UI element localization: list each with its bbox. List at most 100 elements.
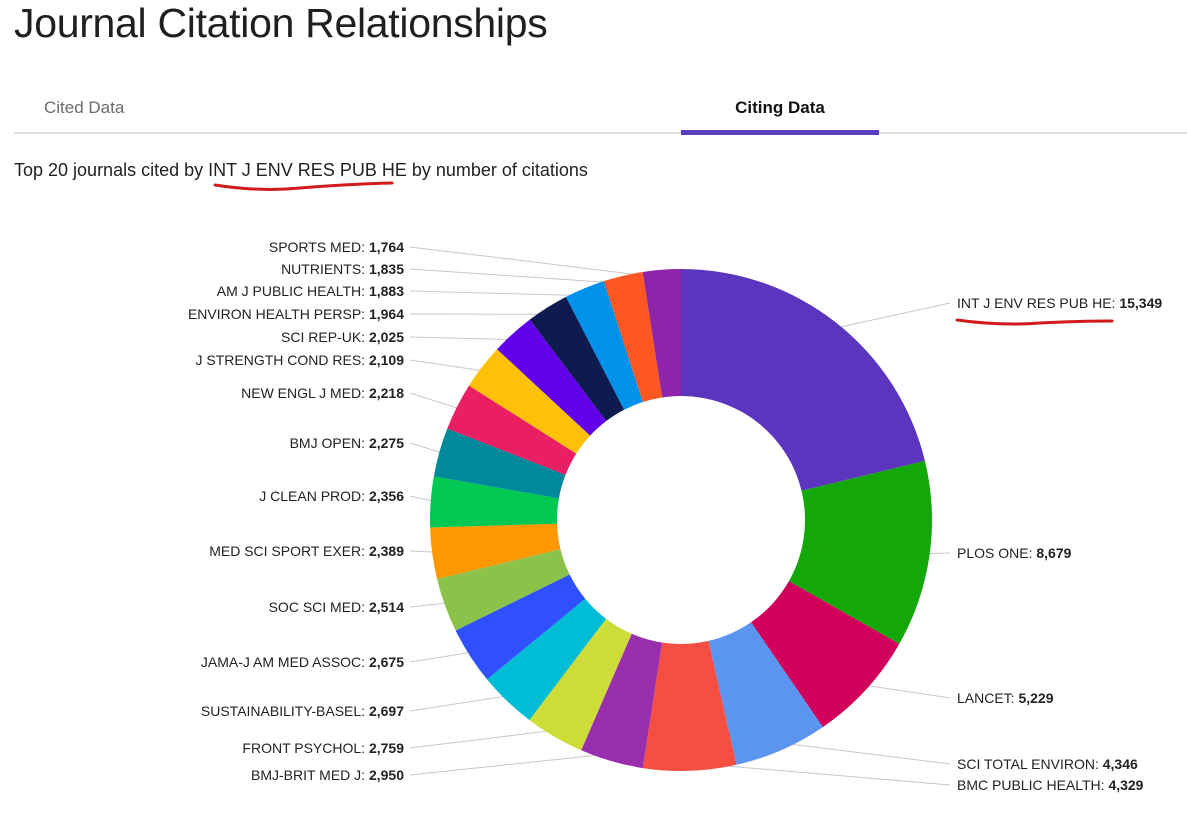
slice-label-value: 2,218 bbox=[369, 385, 404, 401]
slice-label: BMJ-BRIT MED J: 2,950 bbox=[251, 767, 404, 783]
slice-label-name: BMJ OPEN: bbox=[290, 435, 369, 451]
subtitle-suffix: by number of citations bbox=[406, 160, 588, 180]
leader-line bbox=[409, 392, 465, 411]
slice-front-psychol[interactable] bbox=[529, 618, 632, 751]
slice-label: AM J PUBLIC HEALTH: 1,883 bbox=[217, 283, 404, 299]
slice-nutrients[interactable] bbox=[603, 271, 663, 403]
slice-label-name: SCI TOTAL ENVIRON: bbox=[957, 756, 1103, 772]
leader-line bbox=[409, 268, 625, 285]
slice-label: SCI TOTAL ENVIRON: 4,346 bbox=[957, 756, 1138, 772]
slice-label: JAMA-J AM MED ASSOC: 2,675 bbox=[201, 654, 404, 670]
subtitle-prefix: Top 20 journals cited by bbox=[14, 160, 209, 180]
slice-label-name: INT J ENV RES PUB HE: bbox=[957, 295, 1119, 311]
slice-label-value: 1,835 bbox=[369, 261, 404, 277]
leader-line bbox=[778, 742, 951, 765]
leader-line bbox=[831, 302, 951, 330]
slice-label-value: 4,329 bbox=[1108, 777, 1143, 793]
slice-label: SUSTAINABILITY-BASEL: 2,697 bbox=[201, 703, 404, 719]
slice-jama-j-am-med-assoc[interactable] bbox=[455, 574, 586, 680]
slice-label-value: 2,759 bbox=[369, 740, 404, 756]
slice-label-value: 2,514 bbox=[369, 599, 404, 615]
slice-med-sci-sport-exer[interactable] bbox=[430, 523, 561, 579]
slice-label-value: 4,346 bbox=[1103, 756, 1138, 772]
slice-j-strength-cond-res[interactable] bbox=[469, 349, 591, 454]
slice-label: BMJ OPEN: 2,275 bbox=[290, 435, 405, 451]
slice-label-name: SUSTAINABILITY-BASEL: bbox=[201, 703, 369, 719]
slice-label-name: BMJ-BRIT MED J: bbox=[251, 767, 369, 783]
slice-bmj-brit-med-j[interactable] bbox=[581, 633, 663, 769]
annotation-underline bbox=[213, 181, 394, 191]
slice-sci-rep-uk[interactable] bbox=[497, 319, 607, 436]
slice-label-name: NUTRIENTS: bbox=[281, 261, 369, 277]
slice-label: FRONT PSYCHOL: 2,759 bbox=[242, 740, 404, 756]
slice-j-clean-prod[interactable] bbox=[430, 476, 559, 528]
tab-citing-data[interactable]: Citing Data bbox=[681, 98, 879, 135]
slice-am-j-public-health[interactable] bbox=[565, 281, 643, 410]
labels: INT J ENV RES PUB HE: 15,349 PLOS ONE: 8,… bbox=[188, 239, 1162, 793]
slice-int-j-env-res-pub-he[interactable] bbox=[681, 269, 925, 491]
slice-soc-sci-med[interactable] bbox=[437, 549, 570, 631]
slice-environ-health-persp[interactable] bbox=[529, 296, 625, 422]
leader-lines bbox=[409, 246, 951, 786]
slice-label-name: BMC PUBLIC HEALTH: bbox=[957, 777, 1108, 793]
subtitle-journal: INT J ENV RES PUB HE bbox=[208, 160, 407, 180]
slice-sci-total-environ[interactable] bbox=[708, 622, 823, 765]
slice-label-value: 1,764 bbox=[369, 239, 404, 255]
slice-label: PLOS ONE: 8,679 bbox=[957, 545, 1072, 561]
slice-label-name: MED SCI SPORT EXER: bbox=[209, 543, 369, 559]
slice-label-name: NEW ENGL J MED: bbox=[241, 385, 369, 401]
leader-line bbox=[409, 290, 588, 297]
slice-label-name: SCI REP-UK: bbox=[281, 329, 369, 345]
slice-label-value: 2,356 bbox=[369, 488, 404, 504]
slice-sustainability-basel[interactable] bbox=[487, 598, 607, 721]
slice-sports-med[interactable] bbox=[642, 269, 681, 398]
tab-bar: Cited Data Citing Data bbox=[14, 90, 1187, 135]
slice-label: J STRENGTH COND RES: 2,109 bbox=[195, 352, 404, 368]
leader-line bbox=[409, 336, 519, 341]
slice-label-value: 15,349 bbox=[1119, 295, 1162, 311]
slice-label-value: 1,883 bbox=[369, 283, 404, 299]
leader-line bbox=[689, 762, 951, 786]
slice-label: SOC SCI MED: 2,514 bbox=[269, 599, 405, 615]
leader-line bbox=[409, 752, 614, 776]
slice-label-name: LANCET: bbox=[957, 690, 1018, 706]
slice-label-name: J STRENGTH COND RES: bbox=[195, 352, 368, 368]
slice-bmc-public-health[interactable] bbox=[642, 640, 737, 771]
slice-label-value: 8,679 bbox=[1036, 545, 1071, 561]
slice-label: J CLEAN PROD: 2,356 bbox=[259, 488, 404, 504]
slice-plos-one[interactable] bbox=[788, 460, 932, 644]
slice-lancet[interactable] bbox=[751, 581, 900, 728]
slice-label: NUTRIENTS: 1,835 bbox=[281, 261, 404, 277]
annotation-underline bbox=[955, 318, 1114, 326]
slice-label: ENVIRON HEALTH PERSP: 1,964 bbox=[188, 306, 404, 322]
slice-label-name: AM J PUBLIC HEALTH: bbox=[217, 283, 369, 299]
slices bbox=[430, 269, 932, 771]
slice-label-name: SPORTS MED: bbox=[269, 239, 369, 255]
slice-label-name: PLOS ONE: bbox=[957, 545, 1036, 561]
chart-subtitle: Top 20 journals cited by INT J ENV RES P… bbox=[14, 160, 588, 181]
leader-line bbox=[409, 650, 477, 663]
leader-line bbox=[409, 359, 489, 373]
page-title: Journal Citation Relationships bbox=[14, 0, 548, 46]
slice-label-name: FRONT PSYCHOL: bbox=[242, 740, 369, 756]
slice-label: SCI REP-UK: 2,025 bbox=[281, 329, 404, 345]
slice-label-value: 2,275 bbox=[369, 435, 404, 451]
slice-label: LANCET: 5,229 bbox=[957, 690, 1054, 706]
slice-label-value: 1,964 bbox=[369, 306, 404, 322]
slice-label-value: 2,697 bbox=[369, 703, 404, 719]
slice-label: SPORTS MED: 1,764 bbox=[269, 239, 404, 255]
slice-label-name: JAMA-J AM MED ASSOC: bbox=[201, 654, 369, 670]
slice-label-value: 5,229 bbox=[1018, 690, 1053, 706]
slice-label-name: SOC SCI MED: bbox=[269, 599, 369, 615]
slice-new-engl-j-med[interactable] bbox=[447, 385, 577, 475]
slice-label: BMC PUBLIC HEALTH: 4,329 bbox=[957, 777, 1144, 793]
slice-bmj-open[interactable] bbox=[433, 428, 566, 499]
slice-label-value: 2,675 bbox=[369, 654, 404, 670]
slice-label: NEW ENGL J MED: 2,218 bbox=[241, 385, 404, 401]
leader-line bbox=[409, 729, 559, 749]
slice-label: INT J ENV RES PUB HE: 15,349 bbox=[957, 295, 1162, 311]
tab-cited-data[interactable]: Cited Data bbox=[44, 98, 125, 117]
slice-label: MED SCI SPORT EXER: 2,389 bbox=[209, 543, 404, 559]
